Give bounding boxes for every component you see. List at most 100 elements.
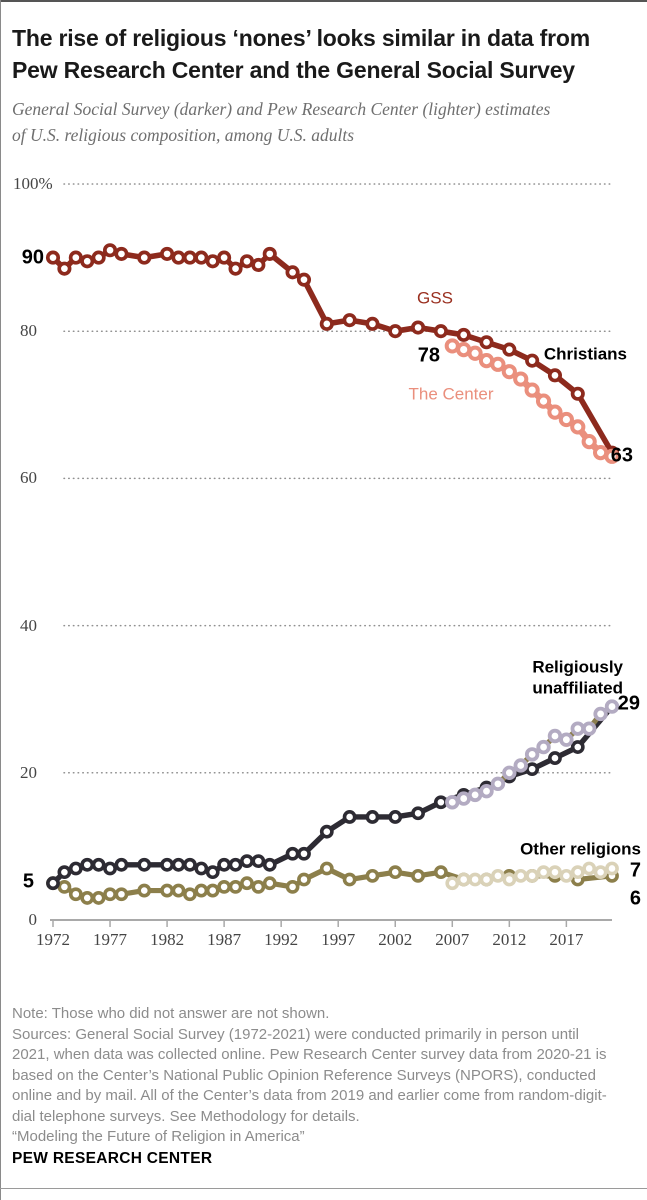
y-tick-label-100: 100% — [13, 174, 53, 193]
marker-christians-gss-1984 — [182, 250, 197, 265]
x-tick-label-1982: 1982 — [150, 930, 185, 949]
marker-christians-gss-2016 — [547, 368, 563, 383]
marker-christians-pew-2012 — [501, 364, 517, 380]
x-tick-label-2017: 2017 — [549, 930, 584, 949]
marker-unaffiliated-pew-2011 — [490, 776, 506, 792]
y-tick-label-40: 40 — [20, 615, 37, 635]
y-tick-label-60: 60 — [20, 468, 37, 488]
marker-christians-pew-2013 — [513, 371, 529, 387]
series-label-gss: GSS — [417, 288, 453, 308]
marker-christians-gss-2010 — [479, 335, 494, 350]
value-label-pew-christians-start: 78 — [417, 344, 440, 367]
marker-other-pew-2011 — [491, 868, 505, 883]
marker-christians-pew-2015 — [535, 393, 552, 409]
series-line-christians-gss — [50, 247, 615, 456]
marker-other-gss-1987 — [217, 879, 232, 894]
marker-christians-gss-1976 — [91, 250, 106, 265]
x-tick-label-1977: 1977 — [93, 930, 128, 949]
marker-christians-pew-2021 — [604, 448, 620, 464]
x-tick-label-2002: 2002 — [378, 930, 413, 949]
marker-other-gss-1977 — [103, 887, 117, 902]
marker-other-pew-2012 — [502, 872, 517, 887]
value-label-unaffiliated-end: 29 — [617, 692, 640, 715]
marker-other-gss-1986 — [205, 883, 220, 898]
marker-other-gss-1988 — [228, 879, 243, 894]
marker-christians-gss-1972 — [45, 250, 61, 265]
value-label-other-gss-end: 6 — [629, 887, 641, 910]
marker-other-pew-2009 — [468, 872, 483, 887]
marker-unaffiliated-gss-2004 — [411, 806, 425, 821]
marker-unaffiliated-gss-2014 — [525, 762, 540, 777]
y-tick-label-80: 80 — [20, 321, 37, 341]
marker-christians-pew-2016 — [547, 404, 563, 420]
marker-other-gss-1989 — [240, 876, 254, 891]
x-tick-label-1987: 1987 — [207, 930, 242, 949]
marker-other-gss-1985 — [194, 883, 209, 898]
marker-unaffiliated-gss-1990 — [251, 854, 266, 869]
marker-christians-gss-1978 — [114, 246, 129, 261]
y-tick-label-0: 0 — [28, 910, 38, 929]
marker-other-gss-2006 — [433, 865, 448, 880]
marker-unaffiliated-gss-1976 — [91, 857, 106, 872]
x-tick-label-2012: 2012 — [492, 930, 527, 949]
marker-other-gss-1991 — [262, 876, 277, 891]
marker-christians-gss-1986 — [205, 254, 220, 269]
marker-christians-gss-2008 — [456, 327, 471, 342]
marker-unaffiliated-gss-1972 — [46, 876, 60, 891]
value-label-christians-start: 90 — [21, 246, 44, 269]
marker-unaffiliated-gss-1989 — [240, 854, 254, 869]
marker-christians-pew-2009 — [467, 345, 483, 361]
value-label-start-5: 5 — [22, 870, 34, 893]
marker-other-gss-1976 — [91, 891, 106, 905]
marker-other-gss-1996 — [319, 861, 334, 876]
marker-other-pew-2013 — [513, 868, 528, 883]
marker-unaffiliated-gss-1993 — [285, 846, 300, 861]
marker-christians-gss-1991 — [262, 246, 277, 261]
marker-christians-gss-1983 — [171, 250, 186, 265]
source-note: Note: Those who did not answer are not s… — [12, 1005, 607, 1146]
marker-other-pew-2016 — [548, 865, 562, 880]
marker-unaffiliated-pew-2021 — [604, 699, 620, 714]
bottom-rule — [0, 1188, 647, 1189]
marker-unaffiliated-pew-2007 — [445, 795, 460, 810]
marker-other-pew-2014 — [525, 868, 540, 883]
marker-other-gss-2002 — [388, 865, 403, 880]
marker-christians-gss-1973 — [57, 261, 72, 276]
marker-unaffiliated-pew-2014 — [524, 747, 540, 762]
marker-christians-pew-2018 — [570, 419, 586, 435]
marker-other-gss-1982 — [160, 883, 174, 898]
marker-unaffiliated-gss-1984 — [182, 857, 197, 872]
marker-unaffiliated-pew-2018 — [570, 721, 585, 736]
marker-christians-gss-1975 — [80, 254, 95, 269]
marker-other-gss-2004 — [411, 868, 425, 883]
marker-other-gss-1990 — [251, 879, 266, 894]
marker-christians-pew-2014 — [524, 382, 540, 398]
marker-other-gss-1978 — [114, 887, 129, 902]
marker-unaffiliated-pew-2012 — [502, 765, 517, 781]
marker-other-pew-2021 — [605, 861, 619, 876]
marker-christians-gss-1977 — [102, 243, 118, 258]
marker-christians-gss-1982 — [160, 246, 175, 261]
x-tick-label-1992: 1992 — [264, 930, 299, 949]
marker-other-pew-2015 — [536, 865, 551, 880]
x-tick-label-2007: 2007 — [435, 930, 470, 949]
marker-unaffiliated-pew-2019 — [581, 721, 597, 736]
footer-brand: PEW RESEARCH CENTER — [12, 1150, 213, 1167]
marker-other-gss-2000 — [365, 868, 380, 883]
marker-unaffiliated-gss-1996 — [319, 824, 334, 839]
marker-unaffiliated-gss-2006 — [433, 795, 448, 810]
marker-unaffiliated-gss-2000 — [365, 810, 380, 824]
series-label-the-center: The Center — [408, 384, 494, 404]
marker-other-pew-2018 — [570, 865, 585, 880]
marker-unaffiliated-pew-2017 — [559, 732, 574, 747]
marker-unaffiliated-gss-1983 — [171, 857, 186, 872]
marker-unaffiliated-gss-1994 — [297, 846, 311, 861]
marker-christians-pew-2017 — [558, 411, 574, 428]
marker-unaffiliated-gss-1974 — [68, 861, 83, 876]
marker-unaffiliated-gss-1978 — [114, 857, 129, 872]
marker-unaffiliated-gss-1973 — [57, 865, 72, 880]
marker-christians-gss-1987 — [217, 250, 232, 265]
series-label-christians: Christians — [543, 344, 627, 364]
marker-other-gss-1993 — [285, 879, 300, 894]
marker-unaffiliated-gss-1998 — [342, 810, 357, 824]
